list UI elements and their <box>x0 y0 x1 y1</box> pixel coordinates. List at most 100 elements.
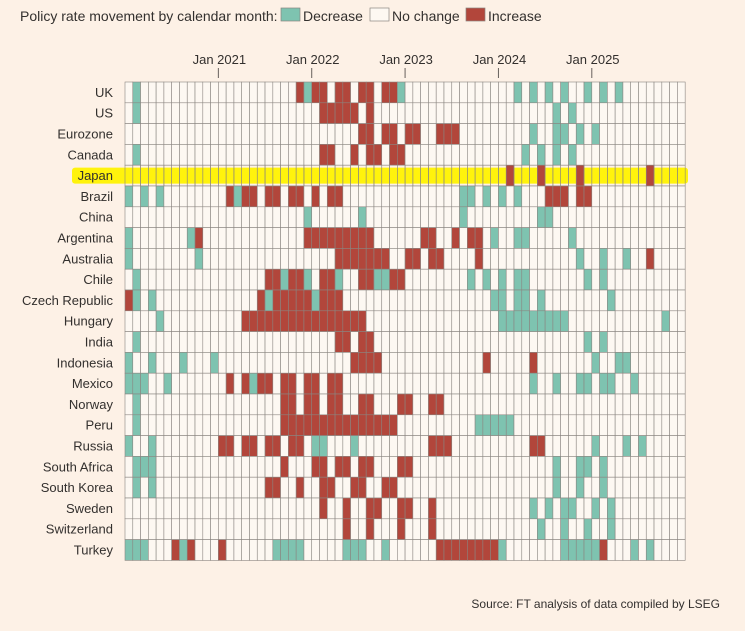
cell-no-change <box>474 310 484 332</box>
cell-no-change <box>669 393 678 416</box>
cell-no-change <box>381 206 390 228</box>
row-label: Japan <box>78 168 113 183</box>
cell-no-change <box>202 372 211 395</box>
cell-no-change <box>575 227 585 249</box>
cell-no-change <box>630 435 639 457</box>
cell-no-change <box>591 372 600 395</box>
cell-no-change <box>218 497 227 520</box>
cell-no-change <box>661 248 670 270</box>
cell-no-change <box>505 123 515 145</box>
cell-no-change <box>155 123 165 145</box>
cell-increase <box>319 227 328 249</box>
cell-no-change <box>311 331 320 353</box>
cell-no-change <box>210 123 219 145</box>
cell-no-change <box>194 81 204 104</box>
cell-no-change <box>256 227 266 249</box>
cell-no-change <box>210 476 219 499</box>
heatmap-cells <box>124 81 686 561</box>
cell-no-change <box>490 268 499 291</box>
cell-no-change <box>521 81 530 104</box>
cell-increase <box>241 372 250 395</box>
cell-no-change <box>124 414 134 436</box>
cell-no-change <box>412 144 421 166</box>
cell-no-change <box>560 456 569 478</box>
cell-no-change <box>614 206 624 228</box>
cell-no-change <box>459 331 468 353</box>
cell-decrease <box>132 539 141 561</box>
cell-no-change <box>599 185 608 208</box>
cell-no-change <box>155 414 165 436</box>
cell-increase <box>389 414 398 436</box>
cell-increase <box>311 310 320 332</box>
cell-no-change <box>607 206 616 228</box>
cell-no-change <box>210 268 219 291</box>
cell-no-change <box>155 352 165 374</box>
cell-no-change <box>653 518 663 540</box>
cell-no-change <box>661 81 670 104</box>
cell-no-change <box>498 456 507 478</box>
cell-decrease <box>467 185 476 208</box>
cell-no-change <box>669 456 678 478</box>
cell-no-change <box>225 102 235 124</box>
cell-no-change <box>630 206 639 228</box>
cell-decrease <box>552 102 561 124</box>
row-switzerland <box>124 518 686 540</box>
cell-no-change <box>529 518 538 540</box>
cell-no-change <box>467 289 476 312</box>
cell-increase <box>241 310 250 332</box>
cell-no-change <box>124 456 134 478</box>
cell-increase <box>381 414 390 436</box>
cell-no-change <box>544 102 554 124</box>
cell-no-change <box>186 414 196 436</box>
cell-no-change <box>140 206 149 228</box>
cell-no-change <box>319 331 328 353</box>
cell-decrease <box>537 144 546 166</box>
cell-decrease <box>568 539 577 561</box>
cell-no-change <box>179 372 188 395</box>
cell-no-change <box>155 206 165 228</box>
cell-no-change <box>544 539 554 561</box>
cell-increase <box>311 372 320 395</box>
cell-no-change <box>459 310 468 332</box>
cell-decrease <box>132 372 141 395</box>
cell-no-change <box>599 289 608 312</box>
cell-no-change <box>451 456 460 478</box>
cell-no-change <box>186 456 196 478</box>
cell-increase <box>365 393 375 416</box>
cell-no-change <box>210 289 219 312</box>
cell-no-change <box>505 289 515 312</box>
cell-increase <box>365 352 375 374</box>
cell-no-change <box>537 268 546 291</box>
cell-no-change <box>295 372 305 395</box>
cell-no-change <box>163 352 172 374</box>
cell-no-change <box>591 310 600 332</box>
cell-no-change <box>498 518 507 540</box>
cell-no-change <box>319 539 328 561</box>
cell-no-change <box>365 310 375 332</box>
cell-no-change <box>537 185 546 208</box>
cell-no-change <box>381 185 390 208</box>
cell-no-change <box>412 352 421 374</box>
cell-increase <box>280 289 289 312</box>
cell-no-change <box>568 310 577 332</box>
cell-increase <box>311 81 320 104</box>
cell-no-change <box>179 227 188 249</box>
cell-no-change <box>474 352 484 374</box>
cell-no-change <box>607 456 616 478</box>
cell-no-change <box>303 102 313 124</box>
cell-no-change <box>365 372 375 395</box>
cell-no-change <box>560 268 569 291</box>
cell-no-change <box>591 248 600 270</box>
cell-no-change <box>233 476 242 499</box>
cell-no-change <box>194 206 204 228</box>
cell-no-change <box>521 206 530 228</box>
cell-decrease <box>311 289 320 312</box>
cell-no-change <box>404 352 414 374</box>
cell-no-change <box>622 206 631 228</box>
cell-no-change <box>186 248 196 270</box>
cell-no-change <box>645 81 655 104</box>
cell-no-change <box>272 331 281 353</box>
cell-no-change <box>373 456 383 478</box>
cell-no-change <box>241 227 250 249</box>
cell-no-change <box>669 123 678 145</box>
